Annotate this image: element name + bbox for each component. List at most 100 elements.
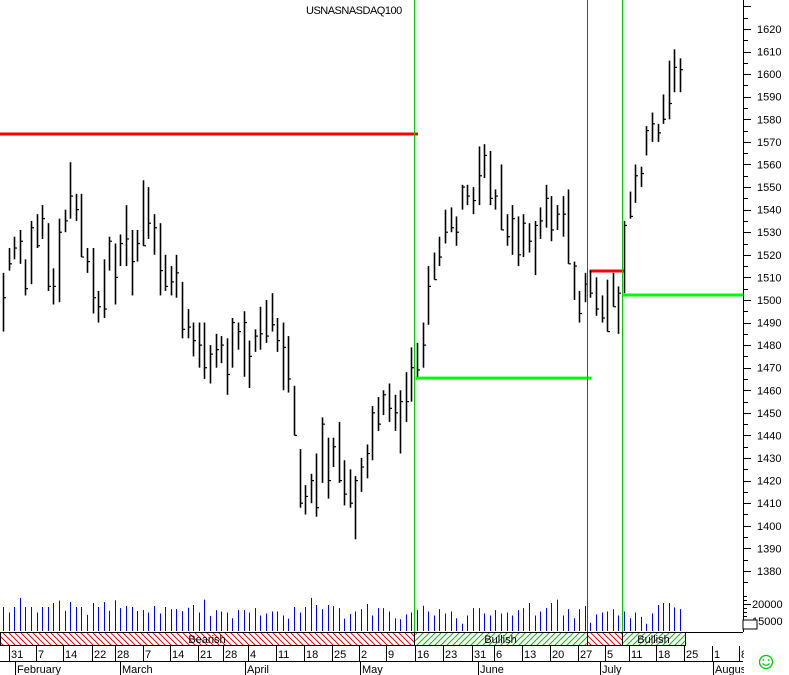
ohlc-bar xyxy=(422,322,426,368)
ohlc-bar xyxy=(164,254,168,291)
ohlc-bar xyxy=(483,144,487,179)
ohlc-bar xyxy=(528,223,532,253)
ohlc-bar xyxy=(125,205,129,267)
date-tick-label: 31 xyxy=(11,649,23,661)
ohlc-bar xyxy=(511,205,515,255)
ohlc-bar xyxy=(500,164,504,231)
price-tick-label: 1430 xyxy=(757,453,781,465)
price-tick-label: 1610 xyxy=(757,47,781,59)
ohlc-bar xyxy=(181,281,185,339)
ohlc-bar xyxy=(265,299,269,343)
price-tick-label: 1470 xyxy=(757,363,781,375)
ohlc-bar xyxy=(494,189,498,210)
axis-corner-mask xyxy=(744,640,789,675)
ohlc-bar xyxy=(321,417,325,483)
ohlc-bar xyxy=(410,347,414,402)
ohlc-bar xyxy=(147,187,151,239)
date-tick-label: 14 xyxy=(65,649,77,661)
signal-label: Bearish xyxy=(188,634,225,646)
price-tick-label: 1400 xyxy=(757,521,781,533)
ohlc-bar xyxy=(103,259,107,319)
price-tick-label: 1460 xyxy=(757,385,781,397)
ohlc-bar xyxy=(142,180,146,247)
ohlc-bar xyxy=(215,333,219,368)
signal-label: Bullish xyxy=(484,634,516,646)
ohlc-bar xyxy=(86,248,90,273)
ohlc-bar xyxy=(427,266,431,325)
price-tick-label: 1440 xyxy=(757,430,781,442)
ohlc-bar xyxy=(271,293,275,332)
price-tick-label: 1490 xyxy=(757,318,781,330)
ohlc-bar xyxy=(293,385,297,437)
ohlc-bar xyxy=(92,248,96,314)
date-tick-label: 13 xyxy=(524,649,536,661)
ohlc-bar xyxy=(332,437,336,468)
ohlc-bar xyxy=(388,383,392,422)
ohlc-bar xyxy=(645,126,649,156)
date-tick-label: 6 xyxy=(496,649,502,661)
ohlc-bar xyxy=(69,162,73,219)
ohlc-bar xyxy=(254,329,258,352)
ohlc-bar xyxy=(80,193,84,258)
ohlc-bar xyxy=(416,342,420,377)
ohlc-bar xyxy=(226,338,230,395)
ohlc-bar xyxy=(304,485,308,515)
price-tick-label: 1480 xyxy=(757,340,781,352)
date-tick-label: 18 xyxy=(306,649,318,661)
price-tick-label: 1500 xyxy=(757,295,781,307)
date-tick-label: 7 xyxy=(38,649,44,661)
ohlc-bar xyxy=(617,286,621,334)
ohlc-bar xyxy=(545,184,549,228)
ohlc-bar xyxy=(75,193,79,221)
price-tick-label: 1390 xyxy=(757,543,781,555)
signal-segment xyxy=(587,632,623,646)
ohlc-bar xyxy=(52,268,56,305)
ohlc-bar xyxy=(444,209,448,244)
ohlc-bar xyxy=(243,311,247,377)
date-tick-label: 23 xyxy=(445,649,457,661)
ohlc-bar xyxy=(209,345,213,384)
date-tick-label: 31 xyxy=(474,649,486,661)
ohlc-bar xyxy=(522,214,526,258)
ohlc-bar xyxy=(405,372,409,422)
price-tick-label: 1380 xyxy=(757,566,781,578)
date-tick-label: 27 xyxy=(580,649,592,661)
price-tick-label: 1580 xyxy=(757,114,781,126)
price-tick-label: 1620 xyxy=(757,24,781,36)
smiley-icon xyxy=(758,654,774,670)
ohlc-bar xyxy=(338,421,342,483)
date-tick-label: 11 xyxy=(631,649,642,661)
ohlc-bar xyxy=(2,272,6,332)
price-tick-label: 1570 xyxy=(757,137,781,149)
ohlc-bar xyxy=(159,223,163,296)
ohlc-bar xyxy=(595,277,599,316)
ohlc-bar xyxy=(360,458,364,492)
ohlc-bar xyxy=(187,308,191,339)
price-tick-label: 1600 xyxy=(757,69,781,81)
ohlc-bar xyxy=(634,164,638,203)
price-tick-label: 1410 xyxy=(757,498,781,510)
ohlc-bar xyxy=(578,290,582,323)
date-tick-label: 21 xyxy=(200,649,212,661)
ohlc-bar xyxy=(606,279,610,333)
price-tick-label: 1450 xyxy=(757,408,781,420)
ohlc-bar xyxy=(349,469,353,508)
date-tick-label: 28 xyxy=(117,649,129,661)
ohlc-bar xyxy=(198,322,202,368)
ohlc-bar xyxy=(506,214,510,246)
month-label: May xyxy=(362,664,383,675)
date-tick-label: 14 xyxy=(172,649,184,661)
date-tick-label: 9 xyxy=(388,649,394,661)
ohlc-bar xyxy=(58,218,62,303)
ohlc-bar xyxy=(589,270,593,298)
ohlc-bar xyxy=(259,306,263,350)
ohlc-bar xyxy=(108,236,112,271)
price-tick-label: 1550 xyxy=(757,182,781,194)
ohlc-bar xyxy=(287,336,291,393)
ohlc-bar xyxy=(466,184,470,206)
ohlc-bar xyxy=(41,205,45,239)
ohlc-bar xyxy=(461,184,465,210)
date-tick-label: 2 xyxy=(361,649,367,661)
date-tick-label: 20 xyxy=(552,649,564,661)
price-tick-label: 1420 xyxy=(757,476,781,488)
